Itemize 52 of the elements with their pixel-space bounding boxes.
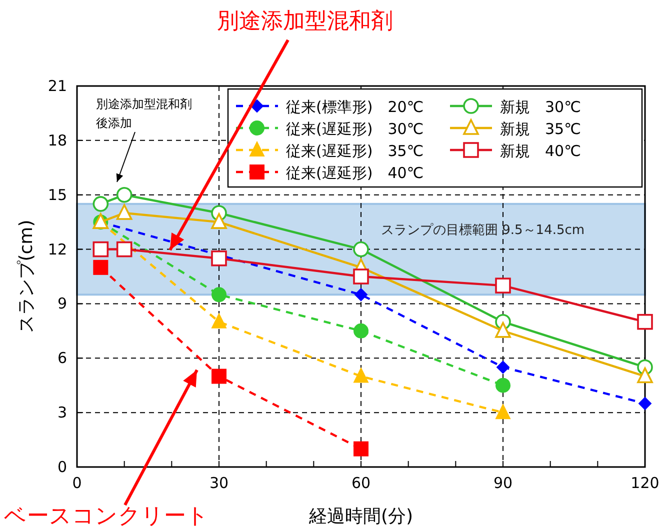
band-label: スランプの目標範囲 9.5～14.5cm xyxy=(381,222,585,238)
y-tick-label: 9 xyxy=(57,294,67,313)
point xyxy=(212,368,226,384)
text: ベースコンクリート xyxy=(4,504,209,529)
point xyxy=(495,278,511,294)
point xyxy=(212,313,226,328)
point xyxy=(93,260,108,275)
annotation: 後添加 xyxy=(96,116,132,130)
x-tick-label: 90 xyxy=(493,474,513,492)
x-axis-title: 経過時間(分) xyxy=(308,506,414,527)
point xyxy=(354,288,368,302)
point xyxy=(354,441,368,456)
y-tick-label: 6 xyxy=(57,349,67,368)
point xyxy=(212,287,226,302)
y-axis-title: スランプ(cm) xyxy=(16,220,37,334)
legend-label: 新規 35℃ xyxy=(500,120,581,138)
point xyxy=(353,241,369,258)
y-tick-label: 0 xyxy=(57,458,67,476)
point xyxy=(638,397,652,410)
legend-label: 従来(遅延形) 30℃ xyxy=(286,120,424,138)
y-tick-label: 18 xyxy=(48,131,67,150)
point xyxy=(354,368,368,383)
point xyxy=(496,378,510,393)
point xyxy=(92,196,109,212)
x-tick-label: 120 xyxy=(630,474,660,492)
point xyxy=(353,268,369,284)
point xyxy=(496,404,510,420)
y-tick-label: 15 xyxy=(48,186,67,204)
point xyxy=(637,367,653,384)
point xyxy=(92,241,109,258)
legend-label: 従来(標準形) 20℃ xyxy=(286,98,424,116)
legend-label: 新規 40℃ xyxy=(500,142,581,160)
point xyxy=(495,322,511,338)
x-tick-label: 30 xyxy=(209,474,229,492)
y-tick-label: 12 xyxy=(48,240,67,258)
point xyxy=(116,186,132,203)
point xyxy=(116,241,132,258)
point xyxy=(116,204,132,220)
y-tick-label: 21 xyxy=(48,77,67,95)
point xyxy=(637,314,653,330)
point xyxy=(354,323,368,338)
annotation: 別途添加型混和剤 xyxy=(96,97,192,111)
point xyxy=(211,213,227,229)
y-tick-label: 3 xyxy=(57,404,67,422)
text: 別途添加型混和剤 xyxy=(217,9,393,34)
x-tick-label: 0 xyxy=(72,474,82,492)
x-tick-label: 60 xyxy=(351,474,371,492)
legend-label: 従来(遅延形) 35℃ xyxy=(286,142,424,160)
legend-label: 従来(遅延形) 40℃ xyxy=(286,164,424,182)
point xyxy=(211,250,227,266)
point xyxy=(496,360,510,374)
legend-label: 新規 30℃ xyxy=(500,98,581,116)
